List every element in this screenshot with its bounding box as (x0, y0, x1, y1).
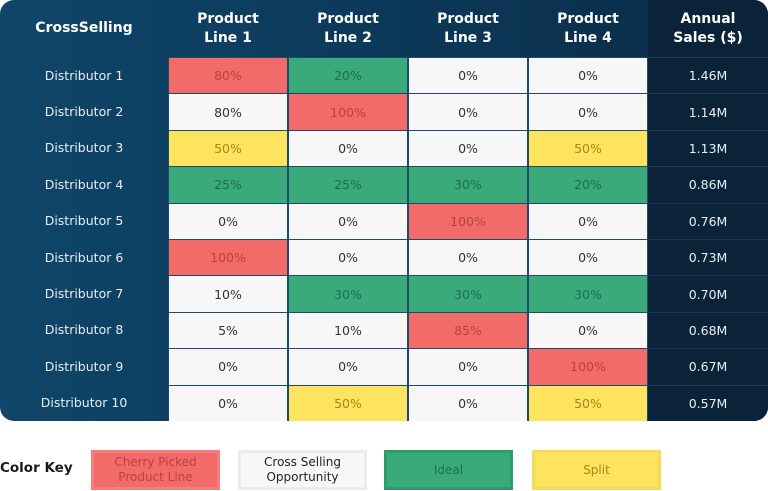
table-cell-ideal: 30% (528, 275, 648, 313)
table-cell-ideal: 25% (288, 166, 408, 204)
table-cell-cross: 0% (528, 202, 648, 240)
column-header: Product Line 4 (557, 10, 619, 46)
table-cell-cross: 0% (288, 348, 408, 386)
row-label: Distributor 6 (44, 249, 124, 265)
annual-sales-value: 0.86M (648, 166, 768, 203)
table-cell-cherry: 100% (288, 93, 408, 131)
annual-sales-value: 0.70M (648, 275, 768, 312)
table-cell-cherry: 85% (408, 311, 528, 350)
table-cell-split: 50% (168, 129, 288, 168)
annual-sales-value: 1.13M (648, 129, 768, 167)
table-cell-cross: 0% (288, 129, 408, 168)
annual-sales-value: 0.76M (648, 202, 768, 239)
table-cell-cross: 0% (288, 202, 408, 240)
table-cell-ideal: 30% (408, 275, 528, 313)
table-cell-cross: 0% (408, 129, 528, 168)
table-cell-cross: 0% (528, 311, 648, 350)
color-key-cherry: Cherry Picked Product Line (91, 450, 220, 490)
annual-sales-value: 0.57M (648, 384, 768, 421)
row-label: Distributor 1 (44, 67, 124, 83)
table-cell-cherry: 80% (168, 57, 288, 95)
table-cell-cross: 10% (168, 275, 288, 313)
table-cell-cross: 0% (408, 239, 528, 277)
column-header: Product Line 1 (197, 10, 259, 46)
row-label: Distributor 4 (44, 176, 124, 192)
column-header: Product Line 3 (437, 10, 499, 46)
annual-sales-value: 1.14M (648, 93, 768, 130)
row-label: Distributor 7 (44, 286, 124, 302)
table-cell-cross: 0% (168, 348, 288, 386)
table-cell-cross: 0% (408, 93, 528, 131)
color-key-cross: Cross Selling Opportunity (238, 450, 367, 490)
table-cell-cross: 0% (408, 348, 528, 386)
annual-sales-value: 0.68M (648, 311, 768, 349)
table-cell-cherry: 100% (168, 239, 288, 277)
table-cell-cross: 0% (528, 57, 648, 95)
table-cell-cross: 5% (168, 311, 288, 350)
row-label: Distributor 2 (44, 104, 124, 120)
table-cell-cross: 0% (528, 239, 648, 277)
column-header: Annual Sales ($) (673, 10, 743, 46)
row-label: Distributor 3 (44, 140, 124, 156)
table-cell-cherry: 100% (408, 202, 528, 240)
table-cell-cross: 0% (408, 384, 528, 421)
row-label: Distributor 5 (44, 213, 124, 229)
table-cell-cross: 80% (168, 93, 288, 131)
annual-sales-value: 0.67M (648, 348, 768, 385)
table-cell-ideal: 25% (168, 166, 288, 204)
annual-sales-value: 0.73M (648, 239, 768, 276)
table-cell-cross: 0% (528, 93, 648, 131)
table-cell-ideal: 30% (288, 275, 408, 313)
color-key-split: Split (532, 450, 661, 490)
table-cell-split: 50% (528, 384, 648, 421)
table-cell-cross: 0% (408, 57, 528, 95)
crossselling-table: CrossSelling Product Line 1 Product Line 2… (0, 0, 768, 421)
table-cell-cross: 0% (168, 384, 288, 421)
table-cell-cherry: 100% (528, 348, 648, 386)
row-label: Distributor 9 (44, 358, 124, 374)
color-key-title: Color Key (0, 460, 73, 476)
annual-sales-value: 1.46M (648, 57, 768, 94)
color-key-ideal: Ideal (384, 450, 513, 490)
column-header: Product Line 2 (317, 10, 379, 46)
table-cell-ideal: 20% (528, 166, 648, 204)
column-header: CrossSelling (35, 20, 133, 36)
table-cell-ideal: 20% (288, 57, 408, 95)
row-label: Distributor 8 (44, 322, 124, 338)
table-cell-split: 50% (288, 384, 408, 421)
row-label: Distributor 10 (40, 395, 128, 411)
table-cell-cross: 0% (288, 239, 408, 277)
color-key: Color Key Cherry Picked Product Line Cros… (0, 450, 768, 491)
table-cell-cross: 10% (288, 311, 408, 350)
table-cell-split: 50% (528, 129, 648, 168)
table-cell-ideal: 30% (408, 166, 528, 204)
table-cell-cross: 0% (168, 202, 288, 240)
